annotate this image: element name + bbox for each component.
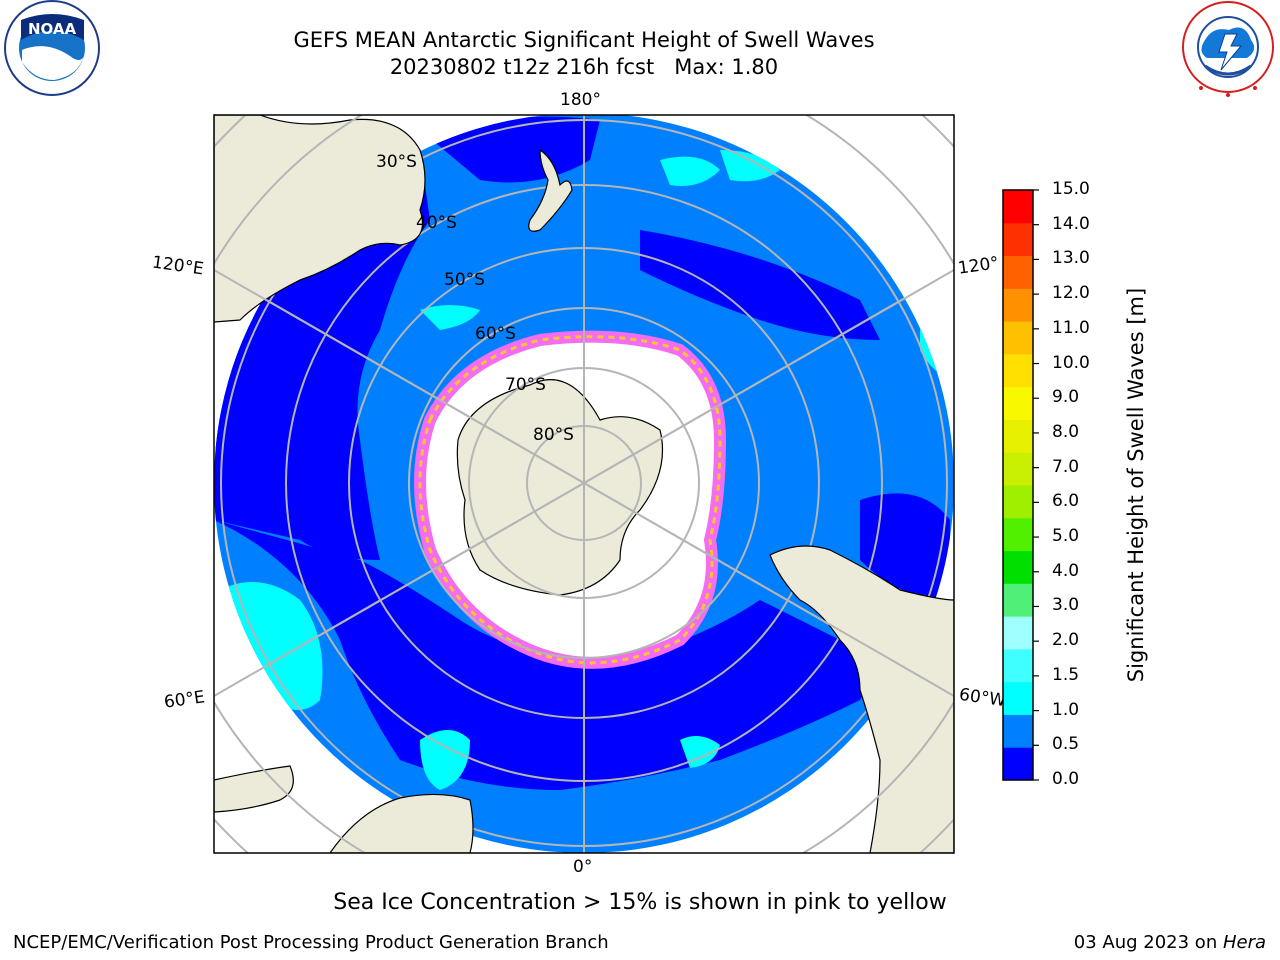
colorbar-tick-label: 8.0 xyxy=(1052,421,1080,442)
footer-credit: NCEP/EMC/Verification Post Processing Pr… xyxy=(13,932,609,953)
chart-title: GEFS MEAN Antarctic Significant Height o… xyxy=(293,28,875,52)
colorbar-tick-label: 5.0 xyxy=(1052,526,1080,547)
lat-label-60s: 60°S xyxy=(475,324,516,344)
new-zealand-landmass xyxy=(528,148,573,232)
sea-ice-note: Sea Ice Concentration > 15% is shown in … xyxy=(333,890,947,915)
colorbar-segment xyxy=(1003,386,1033,420)
africa-landmass xyxy=(329,793,474,853)
colorbar-tick-label: 9.0 xyxy=(1052,387,1080,408)
swell-patch-cyan-4 xyxy=(660,156,720,186)
colorbar-segment xyxy=(1003,321,1033,355)
swell-patch-cyan-6 xyxy=(420,305,480,330)
colorbar-tick-label: 10.0 xyxy=(1052,352,1090,373)
lat-label-70s: 70°S xyxy=(505,375,546,395)
colorbar-segment xyxy=(1003,190,1033,224)
colorbar-segment xyxy=(1003,222,1033,257)
swell-patch-cyan-2 xyxy=(420,730,470,790)
colorbar-segment xyxy=(1003,452,1033,486)
colorbar-tick-label: 1.5 xyxy=(1052,664,1080,685)
lat-label-50s: 50°S xyxy=(444,270,485,290)
colorbar-tick-label: 0.0 xyxy=(1052,769,1080,789)
colorbar-tick-label: 1.0 xyxy=(1052,699,1080,720)
swell-patch-cyan-3 xyxy=(680,736,720,768)
footer-host: Hera xyxy=(1222,932,1266,953)
colorbar-segment xyxy=(1003,648,1033,683)
lat-label-80s: 80°S xyxy=(533,425,574,445)
noaa-logo: NOAA xyxy=(4,0,100,96)
colorbar-segment xyxy=(1003,747,1033,781)
colorbar-tick-label: 13.0 xyxy=(1052,248,1090,269)
colorbar-segment xyxy=(1003,419,1033,453)
colorbar-segment xyxy=(1003,616,1033,650)
colorbar-segment xyxy=(1003,485,1033,519)
footer-date: 03 Aug 2023 on Hera xyxy=(1073,932,1266,953)
lat-label-40s: 40°S xyxy=(416,213,457,233)
low-swell-patch-northeast xyxy=(640,230,880,340)
colorbar-segment xyxy=(1003,517,1033,552)
madagascar-landmass xyxy=(214,765,294,813)
colorbar-tick-label: 4.0 xyxy=(1052,560,1080,581)
australia-landmass xyxy=(214,115,426,323)
colorbar-segment xyxy=(1003,583,1033,617)
colorbar-tick-label: 11.0 xyxy=(1052,317,1090,338)
lon-label-180: 180° xyxy=(560,90,601,110)
colorbar-segment xyxy=(1003,255,1033,289)
colorbar-title: Significant Height of Swell Waves [m] xyxy=(1124,287,1148,683)
colorbar-segment xyxy=(1003,681,1033,715)
colorbar-segment xyxy=(1003,714,1033,748)
nws-logo xyxy=(1182,1,1274,97)
colorbar-frame xyxy=(1002,189,1034,781)
chart-subtitle: 20230802 t12z 216h fcst Max: 1.80 xyxy=(389,55,779,79)
colorbar-tick-label: 7.0 xyxy=(1052,456,1080,477)
colorbar-tick-label: 2.0 xyxy=(1052,630,1080,651)
low-swell-patch-north xyxy=(420,116,600,183)
colorbar-tick-label: 6.0 xyxy=(1052,491,1080,512)
colorbar-tick-label: 14.0 xyxy=(1052,213,1090,234)
sea-ice-edge xyxy=(418,335,722,665)
colorbar-tick-label: 12.0 xyxy=(1052,283,1090,304)
south-america-landmass xyxy=(769,545,954,853)
colorbar-tick-label: 3.0 xyxy=(1052,595,1080,616)
lat-label-30s: 30°S xyxy=(376,152,417,172)
swell-patch-cyan-5 xyxy=(720,150,780,182)
low-swell-patch-east xyxy=(860,493,950,600)
colorbar-segment xyxy=(1003,353,1033,388)
colorbar-segment xyxy=(1003,550,1033,584)
colorbar-tick-label: 0.5 xyxy=(1052,734,1080,755)
colorbar-segment xyxy=(1003,288,1033,322)
colorbar-tick-label: 15.0 xyxy=(1052,179,1090,199)
map-frame xyxy=(213,114,955,854)
svg-text:NOAA: NOAA xyxy=(28,20,77,38)
lon-label-0: 0° xyxy=(573,857,593,877)
